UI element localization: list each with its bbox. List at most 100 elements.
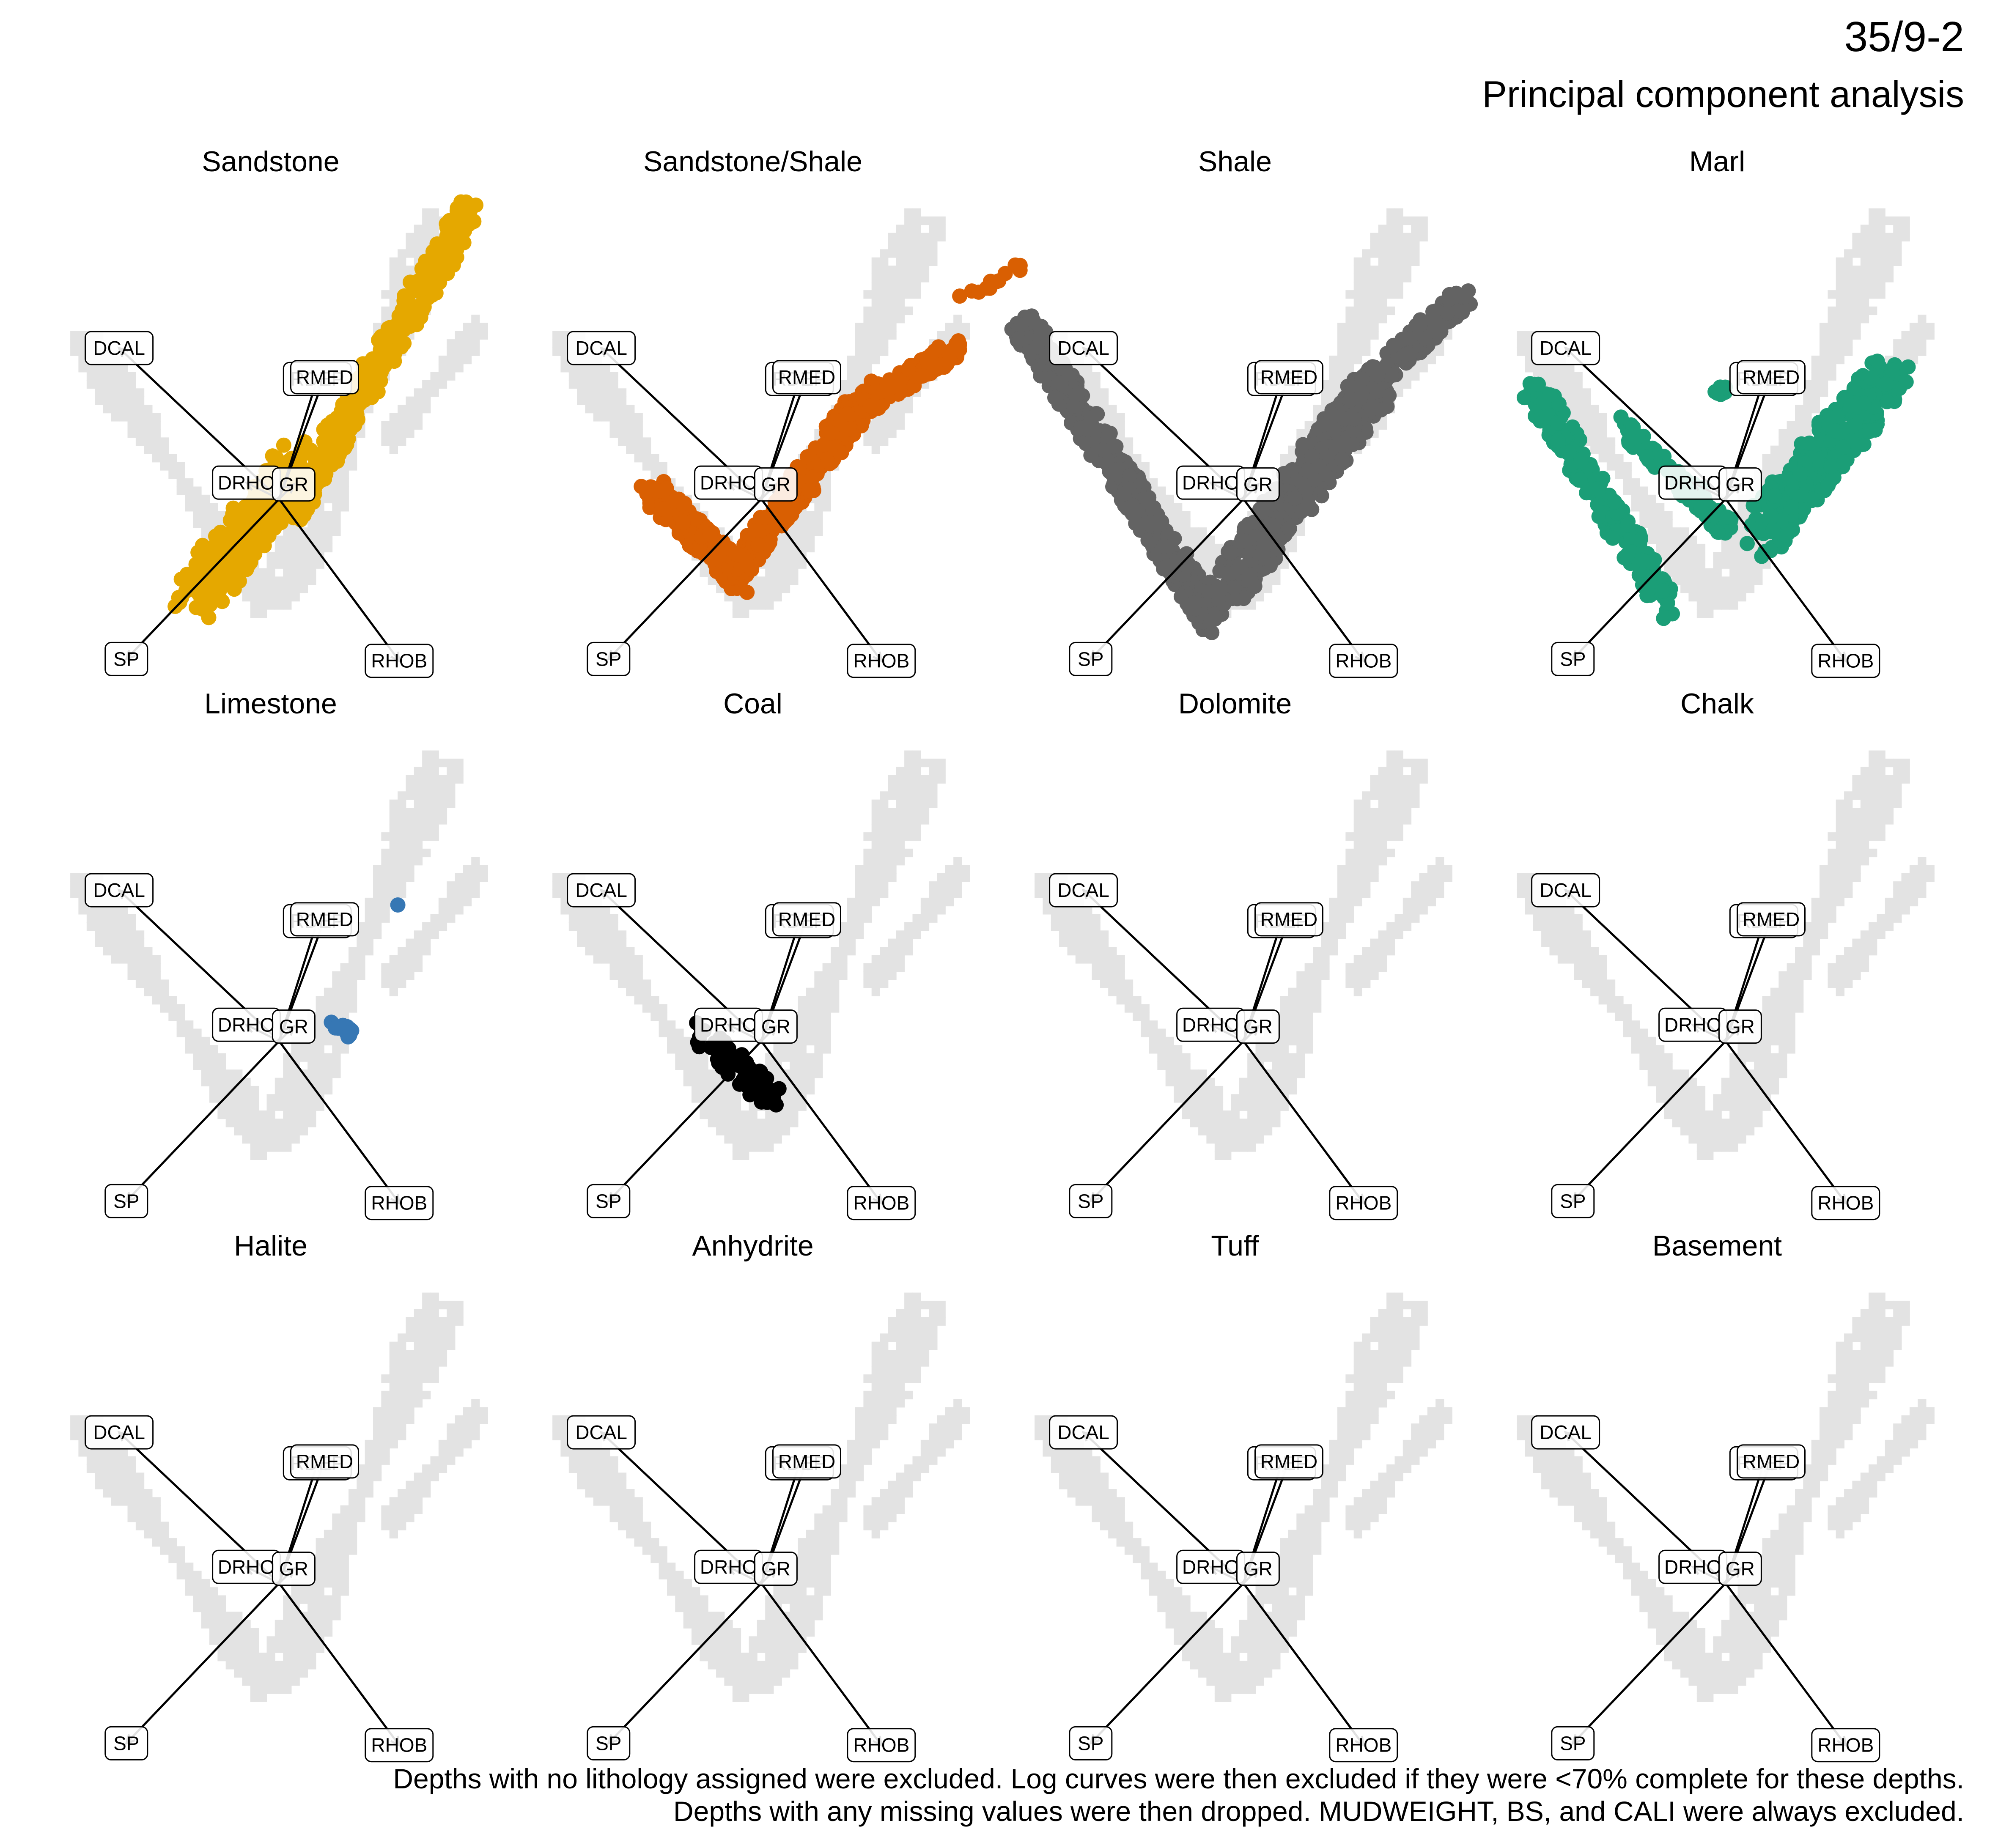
- background-cell: [732, 601, 741, 610]
- background-cell: [1631, 486, 1640, 495]
- background-cell: [814, 511, 823, 520]
- background-cell: [111, 922, 120, 931]
- background-cell: [961, 323, 970, 332]
- background-cell: [1877, 266, 1885, 274]
- background-cell: [1198, 552, 1207, 561]
- background-cell: [258, 601, 267, 610]
- panel-title: Sandstone/Shale: [643, 145, 862, 178]
- background-cell: [1688, 593, 1697, 602]
- background-cell: [1623, 470, 1632, 479]
- background-cell: [1378, 241, 1387, 250]
- background-cell: [398, 421, 406, 430]
- background-cell: [904, 306, 913, 315]
- background-cell: [1362, 249, 1371, 258]
- background-cell: [430, 388, 439, 397]
- loading-label-sp: SP: [587, 642, 631, 676]
- label-text: RHOB: [1335, 650, 1391, 672]
- label-text: DCAL: [1540, 337, 1592, 359]
- background-cell: [904, 233, 913, 241]
- background-cell: [814, 519, 823, 528]
- background-cell: [912, 216, 921, 225]
- background-cell: [1656, 543, 1665, 553]
- background-cell: [193, 511, 202, 520]
- background-cell: [1828, 331, 1836, 340]
- background-cell: [144, 947, 153, 956]
- background-cell: [463, 323, 472, 332]
- background-cell: [160, 1004, 169, 1013]
- background-cell: [1737, 560, 1746, 569]
- data-point: [236, 545, 251, 560]
- background-cell: [1647, 494, 1656, 504]
- background-cell: [1386, 266, 1395, 274]
- background-cell: [888, 413, 897, 422]
- background-cell: [888, 249, 897, 258]
- background-cell: [937, 216, 946, 225]
- loading-label-gr: GR: [1236, 467, 1280, 502]
- background-cell: [168, 470, 177, 479]
- background-cell: [1836, 347, 1844, 356]
- background-cell: [70, 881, 79, 890]
- background-cell: [1394, 225, 1403, 233]
- background-cell: [455, 331, 464, 340]
- background-cell: [1713, 601, 1722, 610]
- background-cell: [601, 413, 610, 422]
- background-cell: [929, 233, 938, 241]
- data-point: [322, 451, 338, 467]
- data-point: [207, 592, 223, 608]
- background-cell: [781, 535, 790, 544]
- background-cell: [593, 364, 602, 373]
- background-cell: [455, 339, 464, 348]
- data-point: [224, 525, 239, 540]
- background-cell: [1754, 568, 1763, 577]
- background-cell: [160, 462, 169, 471]
- background-cell: [1746, 552, 1755, 561]
- loading-arrow-sp: [125, 498, 280, 660]
- background-cell: [1828, 306, 1836, 315]
- background-cell: [1345, 315, 1354, 324]
- background-cell: [1713, 560, 1722, 569]
- data-point: [1823, 458, 1839, 474]
- background-cell: [1688, 576, 1697, 585]
- loading-label-dcal: DCAL: [85, 331, 154, 365]
- data-point: [801, 483, 817, 498]
- background-cell: [340, 478, 349, 487]
- background-cell: [193, 1036, 202, 1046]
- background-cell: [274, 593, 284, 602]
- data-point: [890, 378, 906, 394]
- background-cell: [1918, 331, 1927, 340]
- background-cell: [1729, 552, 1738, 561]
- data-point: [730, 547, 746, 563]
- background-cell: [880, 339, 889, 348]
- background-cell: [1370, 298, 1379, 307]
- background-cell: [152, 979, 161, 988]
- background-cell: [111, 388, 120, 397]
- background-cell: [193, 1045, 202, 1054]
- background-cell: [135, 388, 145, 397]
- background-cell: [871, 331, 880, 340]
- background-cell: [1844, 298, 1853, 307]
- label-text: RHOB: [853, 650, 909, 672]
- background-cell: [888, 241, 897, 250]
- background-cell: [855, 347, 864, 356]
- background-cell: [757, 593, 766, 602]
- loading-label-rhob: RHOB: [365, 644, 434, 678]
- background-cell: [1918, 323, 1927, 332]
- background-cell: [1402, 241, 1412, 250]
- background-cell: [152, 421, 161, 430]
- loading-label-gr: GR: [272, 467, 316, 502]
- data-point: [1607, 494, 1622, 510]
- background-cell: [609, 429, 618, 438]
- data-point: [1256, 547, 1271, 562]
- background-cell: [1386, 225, 1395, 233]
- background-cell: [585, 388, 594, 397]
- background-cell: [847, 355, 856, 365]
- background-cell: [479, 331, 488, 340]
- background-cell: [201, 1045, 210, 1054]
- background-cell: [1370, 290, 1379, 299]
- background-cell: [381, 421, 390, 430]
- background-cell: [209, 1061, 218, 1070]
- background-cell: [119, 372, 128, 381]
- background-cell: [773, 593, 782, 602]
- background-cell: [577, 388, 586, 397]
